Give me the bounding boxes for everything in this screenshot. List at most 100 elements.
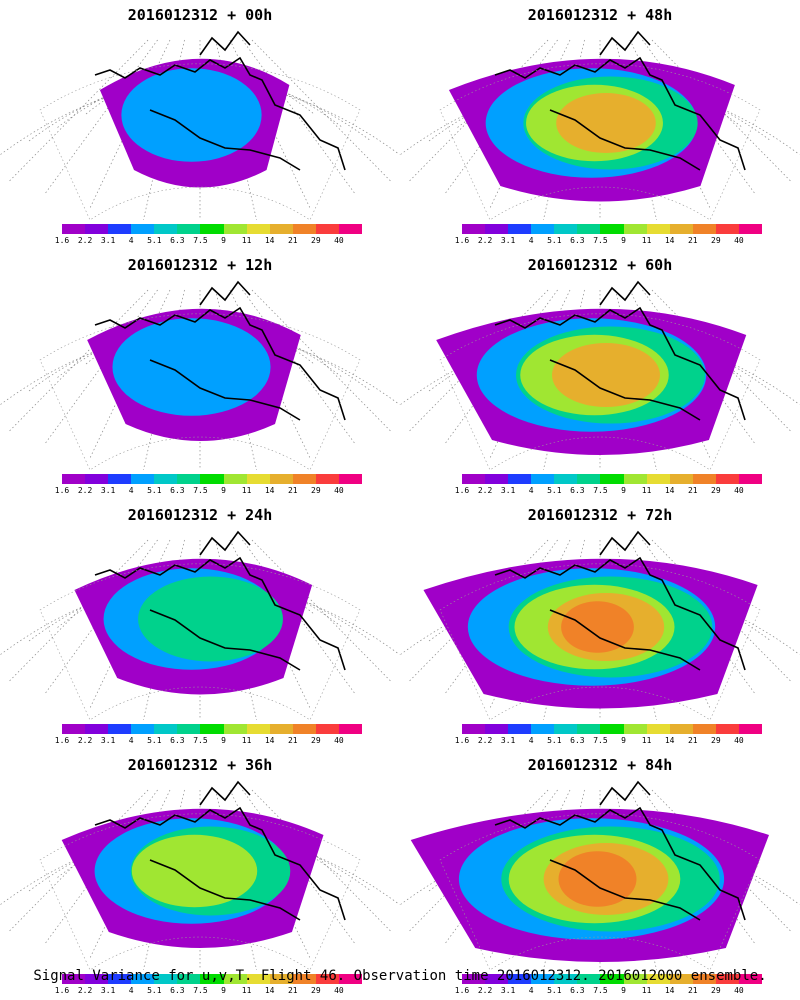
colorbar [462,724,763,734]
map-panel: 2016012312 + 24h 1.6 2.2 3.1 4 5.1 6.3 7.5 9 11 14… [0,500,400,750]
colorbar-swatch [600,724,624,734]
colorbar-tick-label: 9 [621,236,626,245]
colorbar-tick-label: 29 [311,986,321,995]
colorbar [62,474,363,484]
colorbar-swatch [108,224,132,234]
colorbar-swatch [292,724,316,734]
colorbar-tick-label: 2.2 [77,486,93,495]
colorbar-swatch [646,474,670,484]
variance-map [0,780,400,970]
colorbar-tick-label: 9 [221,236,226,245]
colorbar-labels: 1.6 2.2 3.1 4 5.1 6.3 7.5 9 11 14 21 29 40 [52,236,372,246]
colorbar-swatch [485,724,509,734]
colorbar-tick-label: 40 [734,486,744,495]
colorbar-swatch [62,224,86,234]
colorbar-swatch [669,974,693,984]
variance-map [400,280,800,470]
colorbar-swatch [85,974,109,984]
colorbar-tick-label: 6.3 [570,486,585,495]
colorbar-swatch [600,474,624,484]
colorbar-swatch [623,724,647,734]
colorbar-swatch [692,474,716,484]
colorbar [62,974,363,984]
variance-map [400,780,800,970]
colorbar-swatch [269,974,293,984]
panel-title: 2016012312 + 00h [127,6,273,24]
colorbar-tick-label: 5.1 [547,486,562,495]
colorbar-swatch [85,724,109,734]
colorbar-tick-label: 14 [664,736,675,745]
colorbar-swatch [508,724,532,734]
colorbar-tick-label: 5.1 [147,736,162,745]
colorbar-tick-label: 21 [687,736,698,745]
colorbar-swatch [338,974,363,984]
colorbar-swatch [108,474,132,484]
colorbar-swatch [485,974,509,984]
colorbar-swatch [646,224,670,234]
colorbar-swatch [623,474,647,484]
colorbar-swatch [554,974,578,984]
colorbar-labels: 1.6 2.2 3.1 4 5.1 6.3 7.5 9 11 14 21 29 40 [452,486,772,496]
colorbar-swatch [177,224,201,234]
colorbar-tick-label: 3.1 [500,236,516,245]
colorbar-tick-label: 4 [528,486,534,495]
colorbar-swatch [315,724,339,734]
colorbar-tick-label: 2.2 [77,736,93,745]
colorbar-swatch [508,974,532,984]
colorbar-swatch [246,474,270,484]
colorbar-swatch [738,474,763,484]
colorbar-swatch [292,974,316,984]
colorbar-tick-label: 5.1 [147,486,162,495]
colorbar-tick-label: 4 [528,236,534,245]
variance-map [0,280,400,470]
colorbar-swatch [131,474,155,484]
colorbar-swatch [715,474,739,484]
colorbar-tick-label: 11 [241,986,252,995]
panel-title: 2016012312 + 72h [527,506,673,524]
colorbar-swatch [485,224,509,234]
colorbar-tick-label: 5.1 [547,236,562,245]
colorbar-tick-label: 1.6 [454,736,470,745]
colorbar-swatch [200,974,224,984]
colorbar-tick-label: 14 [264,486,275,495]
colorbar-swatch [154,724,178,734]
colorbar-tick-label: 6.3 [170,986,185,995]
colorbar-swatch [338,474,363,484]
colorbar-swatch [738,724,763,734]
colorbar [462,974,763,984]
map-panel: 2016012312 + 72h 1.6 2.2 3.1 4 5.1 6.3 7.5 9 11 14… [400,500,800,750]
colorbar-swatch [577,974,601,984]
map-panel: 2016012312 + 36h 1.6 2.2 3.1 4 5.1 6.3 7.5 9 11 14… [0,750,400,1000]
colorbar-tick-label: 11 [641,236,652,245]
colorbar-swatch [577,224,601,234]
panel-title: 2016012312 + 12h [127,256,273,274]
colorbar-swatch [669,724,693,734]
colorbar-tick-label: 9 [621,986,626,995]
colorbar-swatch [577,724,601,734]
variance-map [400,30,800,220]
colorbar-swatch [131,224,155,234]
colorbar-tick-label: 21 [287,486,298,495]
colorbar-swatch [292,474,316,484]
colorbar [462,474,763,484]
colorbar-tick-label: 2.2 [477,736,493,745]
colorbar-tick-label: 7.5 [593,986,608,995]
colorbar-swatch [246,224,270,234]
colorbar-tick-label: 29 [311,736,321,745]
colorbar-tick-label: 21 [287,986,298,995]
colorbar-tick-label: 29 [711,986,721,995]
colorbar [62,724,363,734]
colorbar-tick-label: 3.1 [100,236,116,245]
colorbar-swatch [62,974,86,984]
colorbar-tick-label: 7.5 [193,736,208,745]
colorbar-tick-label: 14 [664,986,675,995]
colorbar-swatch [315,974,339,984]
colorbar-swatch [338,224,363,234]
colorbar-swatch [669,474,693,484]
colorbar-tick-label: 7.5 [193,236,208,245]
colorbar-tick-label: 7.5 [593,486,608,495]
map-panel: 2016012312 + 84h 1.6 2.2 3.1 4 5.1 6.3 7.5 9 11 14… [400,750,800,1000]
colorbar-swatch [131,724,155,734]
colorbar-tick-label: 11 [641,486,652,495]
colorbar-swatch [531,474,555,484]
